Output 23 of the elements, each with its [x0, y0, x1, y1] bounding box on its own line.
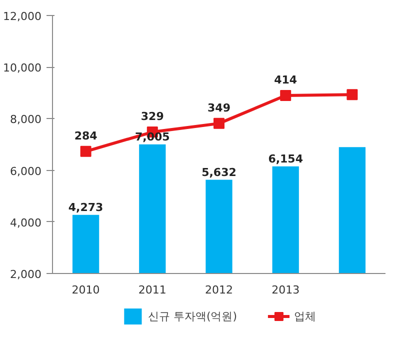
- data-label: 414: [274, 73, 298, 86]
- data-label: 5,632: [202, 166, 236, 179]
- x-tick-label: 2012: [205, 284, 234, 296]
- x-tick-label: 2011: [138, 284, 166, 296]
- x-tick-label: 2013: [272, 284, 300, 296]
- data-label: 4,273: [68, 200, 104, 214]
- data-label: 349: [208, 101, 230, 114]
- y-tick-label: 10,000: [3, 62, 42, 75]
- y-tick-label: 6,000: [10, 164, 42, 178]
- y-tick-label: 4,000: [10, 216, 42, 230]
- point: [346, 89, 358, 100]
- legend-label: 업체: [294, 308, 316, 324]
- data-label: 284: [74, 129, 98, 142]
- y-tick-label: 2,000: [10, 268, 42, 281]
- data-label: 6,154: [268, 152, 304, 166]
- legend-label: 신규 투자액(억원): [148, 308, 238, 324]
- x-tick-label: 2010: [72, 284, 100, 296]
- point: [280, 90, 292, 101]
- data-label: 329: [140, 110, 164, 124]
- point: [214, 118, 224, 129]
- point: [80, 146, 92, 157]
- y-tick-label: 8,000: [10, 113, 42, 126]
- y-tick-label: 12,000: [3, 10, 42, 23]
